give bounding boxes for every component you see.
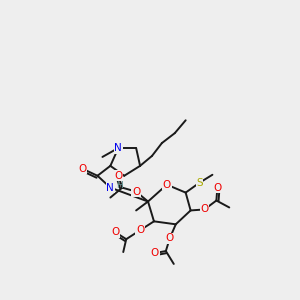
- Text: O: O: [200, 204, 208, 214]
- Text: O: O: [166, 233, 174, 243]
- Text: O: O: [136, 225, 144, 235]
- Text: H: H: [116, 181, 123, 190]
- Text: S: S: [196, 178, 203, 188]
- Text: N: N: [114, 143, 122, 153]
- Text: O: O: [151, 248, 159, 258]
- Text: O: O: [213, 183, 221, 193]
- Text: O: O: [79, 164, 87, 174]
- Text: O: O: [111, 227, 119, 237]
- Text: O: O: [132, 187, 140, 196]
- Text: O: O: [114, 171, 122, 181]
- Text: O: O: [163, 180, 171, 190]
- Text: N: N: [106, 183, 114, 193]
